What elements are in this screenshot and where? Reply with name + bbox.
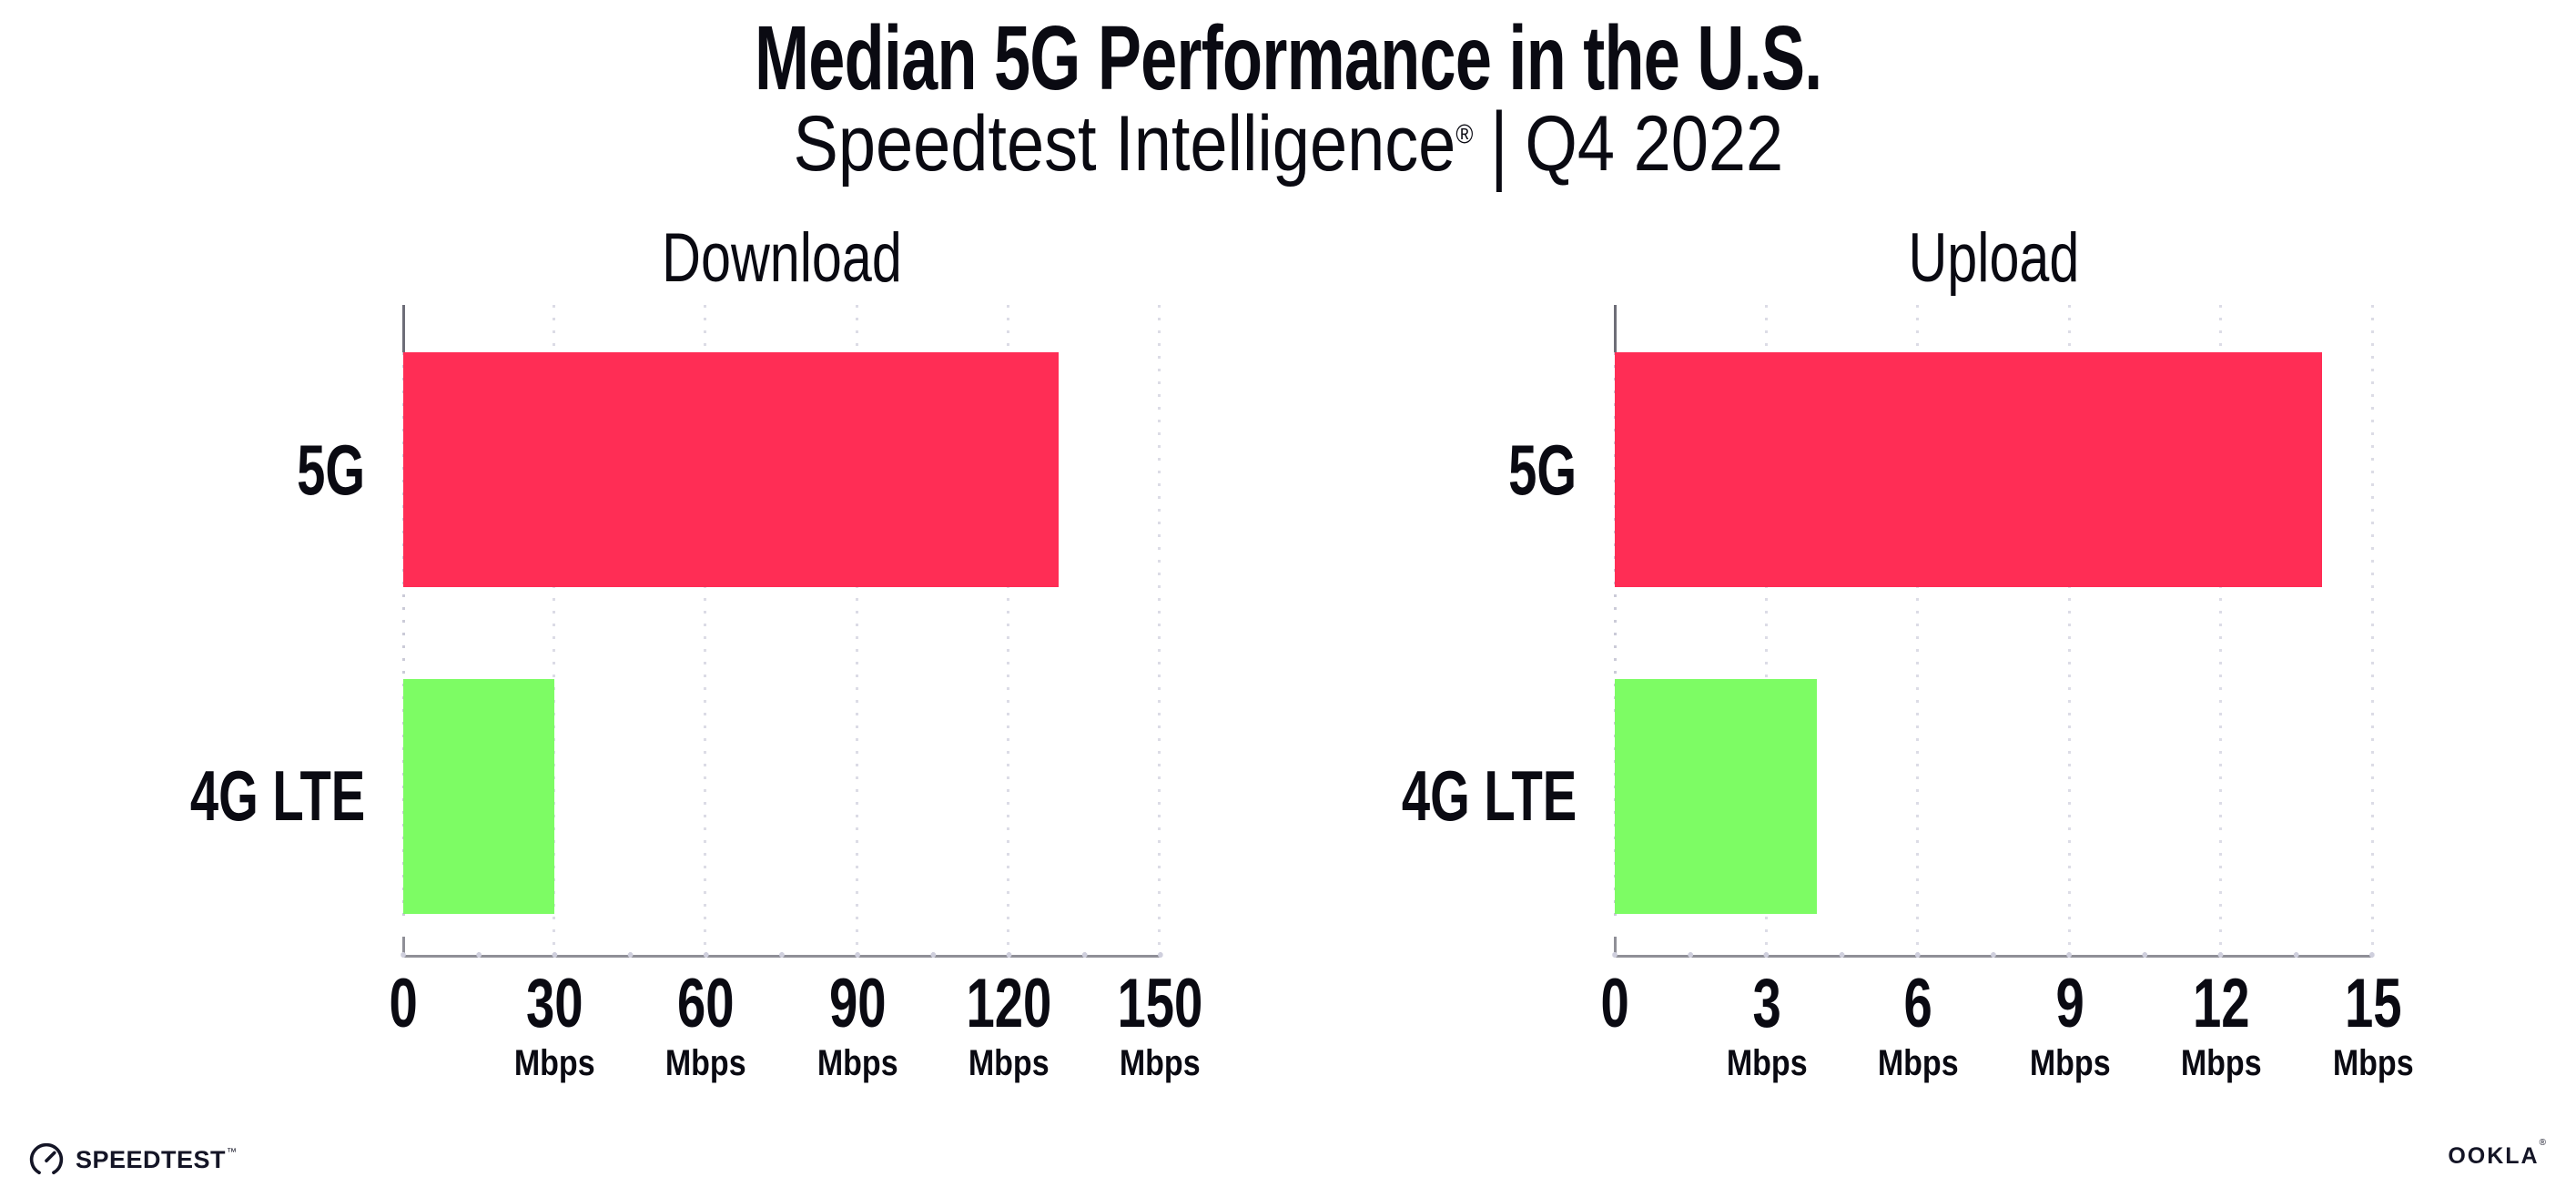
gridline: [704, 305, 707, 955]
gridline: [2219, 305, 2223, 955]
gridline: [855, 305, 858, 955]
download-category-label-5g: 5G: [297, 430, 365, 510]
upload-plot-area: [1612, 305, 2379, 959]
trademark-symbol: ™: [227, 1147, 238, 1158]
subtitle-product: Speedtest Intelligence: [793, 100, 1455, 188]
speedtest-wordmark: SPEEDTEST: [76, 1145, 227, 1173]
page-title-text: Median 5G Performance in the U.S.: [754, 7, 1822, 109]
y-axis-line: [1614, 305, 1617, 352]
tick-unit-label: Mbps: [1119, 1043, 1201, 1083]
subtitle-period: Q4 2022: [1525, 100, 1783, 188]
upload-category-label-5g: 5G: [1508, 430, 1577, 510]
tick-unit-label: Mbps: [816, 1043, 898, 1083]
registered-trademark-symbol: ®: [1455, 119, 1473, 150]
gridline: [2371, 305, 2374, 955]
download-tick-60: 60 Mbps: [664, 965, 746, 1084]
ookla-wordmark: OOKLA: [2448, 1143, 2540, 1169]
axis-tick-dots: [401, 950, 1166, 959]
speedtest-gauge-icon: [29, 1142, 64, 1175]
upload-4g-lte-bar: [1615, 679, 1818, 914]
page-subtitle-text: Speedtest Intelligence® | Q4 2022: [793, 95, 1783, 193]
y-axis-dotted-line: [1614, 352, 1617, 924]
y-axis-dotted-line: [402, 352, 405, 924]
upload-category-label-4g-lte: 4G LTE: [1401, 756, 1577, 836]
tick-unit-label: Mbps: [968, 1043, 1050, 1083]
gridline: [1158, 305, 1161, 955]
speedtest-logo: SPEEDTEST ™: [27, 1140, 238, 1180]
page-title: Median 5G Performance in the U.S.: [0, 7, 2576, 109]
download-chart-title: Download: [661, 219, 902, 297]
registered-symbol: ®: [2539, 1138, 2546, 1148]
tick-unit-label: Mbps: [1726, 1043, 1808, 1083]
tick-unit-label: Mbps: [2332, 1043, 2414, 1083]
download-plot-area: [401, 305, 1166, 959]
tick-unit-label: Mbps: [664, 1043, 746, 1083]
gridline: [1916, 305, 1920, 955]
upload-tick-6: 6 Mbps: [1877, 965, 1959, 1084]
gridline: [553, 305, 556, 955]
download-5g-bar: [403, 352, 1060, 587]
y-axis-line: [402, 305, 405, 352]
upload-tick-15: 15 Mbps: [2332, 965, 2414, 1084]
upload-tick-0: 0: [1600, 965, 1629, 1042]
page-subtitle: Speedtest Intelligence® | Q4 2022: [0, 95, 2576, 193]
axis-tick-dots: [1612, 950, 2379, 959]
download-category-label-4g-lte: 4G LTE: [189, 756, 365, 836]
ookla-logo: OOKLA®: [2448, 1138, 2546, 1170]
tick-unit-label: Mbps: [1877, 1043, 1959, 1083]
download-4g-lte-bar: [403, 679, 555, 914]
download-tick-90: 90 Mbps: [816, 965, 898, 1084]
upload-tick-3: 3 Mbps: [1726, 965, 1808, 1084]
gridline: [1006, 305, 1009, 955]
tick-unit-label: Mbps: [2180, 1043, 2262, 1083]
upload-tick-12: 12 Mbps: [2180, 965, 2262, 1084]
upload-5g-bar: [1615, 352, 2323, 587]
gridline: [1764, 305, 1768, 955]
y-axis-line: [1614, 937, 1617, 955]
upload-chart-title: Upload: [1908, 219, 2080, 297]
y-axis-line: [402, 937, 405, 955]
download-tick-120: 120 Mbps: [966, 965, 1051, 1084]
subtitle-separator: |: [1489, 95, 1508, 193]
tick-unit-label: Mbps: [2029, 1043, 2111, 1083]
download-tick-30: 30 Mbps: [513, 965, 595, 1084]
upload-tick-9: 9 Mbps: [2029, 965, 2111, 1084]
tick-unit-label: Mbps: [513, 1043, 595, 1083]
download-tick-150: 150 Mbps: [1117, 965, 1202, 1084]
gridline: [2067, 305, 2071, 955]
download-tick-0: 0: [389, 965, 418, 1042]
